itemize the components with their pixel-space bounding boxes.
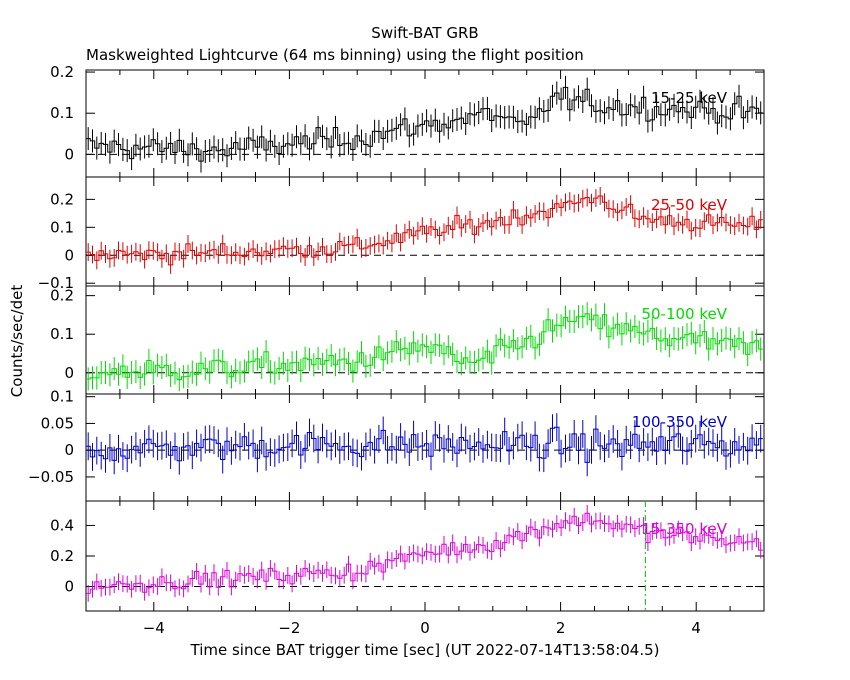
series-label: 100-350 keV — [632, 413, 728, 431]
series-label: 15-25 keV — [651, 89, 728, 107]
y-tick-label: 0.1 — [50, 218, 74, 236]
y-tick-label: −0.1 — [38, 274, 74, 292]
series-line — [86, 426, 763, 463]
y-tick-label: 0.1 — [50, 388, 74, 406]
y-tick-label: 0 — [64, 441, 74, 459]
y-tick-label: 0.2 — [50, 63, 74, 81]
y-tick-label: 0.1 — [50, 325, 74, 343]
chart-title: Swift-BAT GRB — [371, 24, 478, 42]
x-tick-label: −4 — [143, 619, 165, 637]
y-axis-label: Counts/sec/det — [8, 285, 26, 398]
y-tick-label: 0.2 — [50, 287, 74, 305]
y-tick-label: 0 — [64, 246, 74, 264]
series-line — [86, 313, 763, 381]
panels-group: 0 0.1 0.2 15-25 keV −0.1 0 0.1 0.2 25-50 keV 0 0.1… — [28, 63, 765, 637]
y-tick-label: 0.2 — [50, 547, 74, 565]
y-tick-label: 0 — [64, 364, 74, 382]
x-tick-label: 2 — [556, 619, 566, 637]
series-label: 50-100 keV — [641, 305, 727, 323]
y-tick-label: 0 — [64, 145, 74, 163]
y-tick-label: 0 — [64, 578, 74, 596]
y-tick-label: −0.05 — [28, 468, 74, 486]
x-axis-label: Time since BAT trigger time [sec] (UT 20… — [190, 641, 660, 659]
y-tick-label: 0.2 — [50, 190, 74, 208]
series-label: 25-50 keV — [651, 196, 728, 214]
y-tick-label: 0.4 — [50, 516, 74, 534]
series-line — [86, 195, 763, 266]
y-tick-label: 0.05 — [41, 414, 74, 432]
series-line — [86, 86, 763, 162]
series-label: 15-350 keV — [641, 520, 727, 538]
x-tick-label: −2 — [278, 619, 300, 637]
series-line — [86, 512, 763, 594]
x-tick-label: 0 — [420, 619, 430, 637]
y-tick-label: 0.1 — [50, 104, 74, 122]
chart-subtitle: Maskweighted Lightcurve (64 ms binning) … — [86, 46, 584, 64]
x-tick-label: 4 — [691, 619, 701, 637]
